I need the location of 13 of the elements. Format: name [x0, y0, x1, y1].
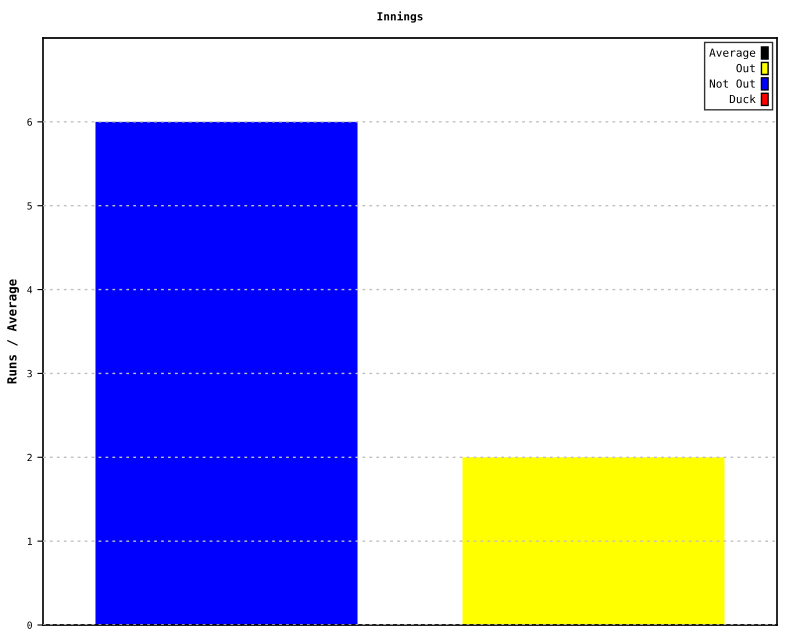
y-tick-label: 0 [27, 622, 32, 629]
legend-label: Average [709, 48, 756, 60]
y-axis-title: Runs / Average [7, 279, 19, 384]
legend-label: Out [736, 64, 755, 72]
legend-label: Not Out [710, 79, 755, 88]
y-tick-label: 1 [28, 538, 32, 545]
legend-label: Duck [730, 94, 756, 104]
chart-title: Innings [378, 11, 423, 23]
y-tick-label: 4 [27, 286, 32, 294]
y-tick-label: 2 [27, 454, 32, 462]
y-tick-label: 5 [27, 202, 32, 210]
y-tick-label: 3 [27, 370, 32, 378]
y-tick-label: 6 [27, 118, 32, 126]
